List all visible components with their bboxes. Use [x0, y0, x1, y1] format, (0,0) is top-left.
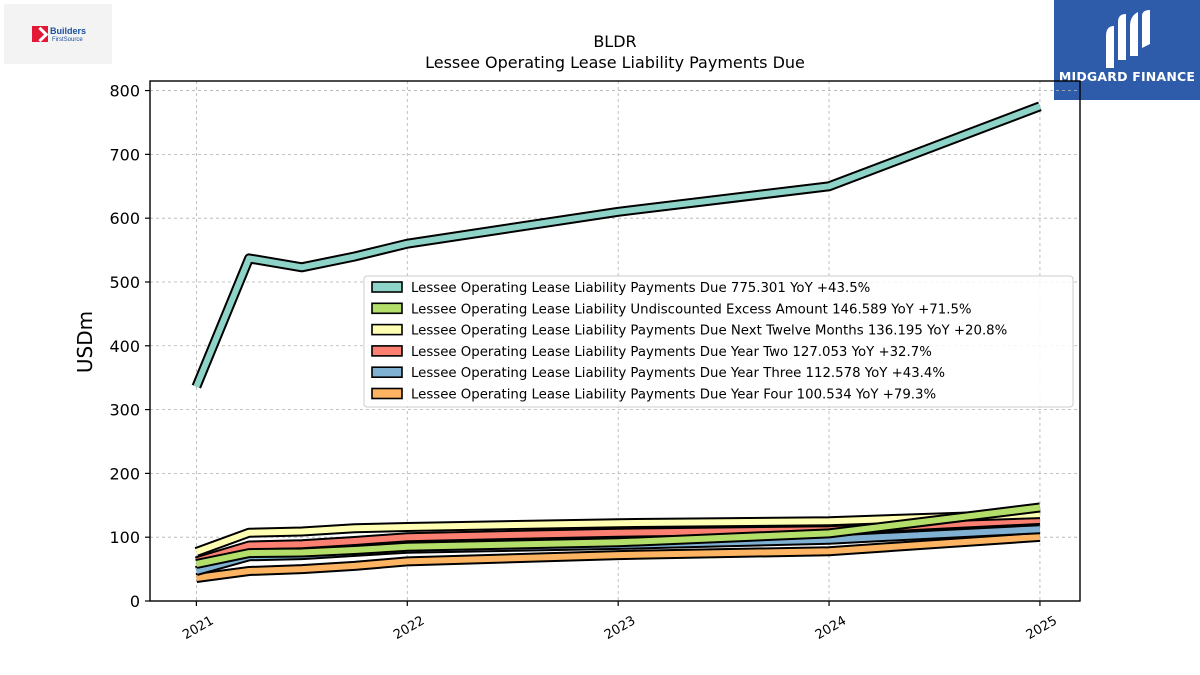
- y-axis-label: USDm: [73, 311, 97, 373]
- x-tick-label: 2022: [391, 613, 427, 643]
- logo-left-line2: FirstSource: [52, 37, 83, 43]
- legend-entry: Lessee Operating Lease Liability Payment…: [411, 366, 945, 381]
- logo-left-line1: Builders: [50, 26, 87, 36]
- legend-swatch: [371, 281, 403, 293]
- series-line: [193, 103, 1041, 388]
- legend-box: [363, 275, 1074, 408]
- legend-entry: Lessee Operating Lease Liability Payment…: [411, 324, 1007, 339]
- y-tick-label: 800: [109, 82, 140, 101]
- x-ticks: 2021 2022 2023 2024 2025: [180, 601, 1060, 643]
- midgard-finance-logo: MIDGARD FINANCE: [1054, 0, 1200, 100]
- logo-right-name: MIDGARD FINANCE: [1058, 69, 1196, 84]
- y-tick-label: 0: [130, 592, 140, 611]
- legend-swatch: [371, 345, 403, 357]
- series-line: [196, 533, 1041, 581]
- builders-logo-icon: [32, 26, 48, 42]
- chart-subtitle: Lessee Operating Lease Liability Payment…: [425, 53, 805, 72]
- x-tick-label: 2024: [813, 613, 849, 643]
- y-tick-label: 300: [109, 401, 140, 420]
- plot-frame: [149, 80, 1081, 602]
- x-tick-label: 2025: [1024, 613, 1060, 643]
- legend-entry: Lessee Operating Lease Liability Undisco…: [411, 302, 972, 317]
- plot-lines: [191, 101, 1042, 583]
- y-tick-label: 200: [109, 464, 140, 483]
- x-tick-label: 2023: [602, 613, 638, 643]
- legend-swatch: [371, 302, 403, 315]
- legend-entry: Lessee Operating Lease Liability Payment…: [411, 388, 936, 403]
- legend-swatch: [371, 366, 403, 379]
- y-tick-label: 100: [109, 528, 140, 547]
- builders-firstsource-logo: Builders FirstSource: [4, 4, 112, 64]
- legend-swatch: [371, 323, 403, 336]
- x-tick-label: 2021: [180, 613, 216, 643]
- legend-swatch: [371, 387, 403, 400]
- chart-title: BLDR: [593, 32, 636, 51]
- series-line: [195, 511, 1041, 555]
- midgard-logo-icon: [1106, 10, 1150, 68]
- legend-entry: Lessee Operating Lease Liability Payment…: [411, 281, 870, 296]
- legend-entry: Lessee Operating Lease Liability Payment…: [411, 345, 932, 360]
- series-line: [195, 504, 1041, 567]
- y-ticks: 0 100 200 300 400 500 600 700 800: [109, 82, 150, 611]
- y-tick-label: 700: [109, 145, 140, 164]
- legend: Lessee Operating Lease Liability Payment…: [363, 275, 1074, 408]
- y-tick-label: 500: [109, 273, 140, 292]
- y-tick-label: 600: [109, 209, 140, 228]
- y-tick-label: 400: [109, 337, 140, 356]
